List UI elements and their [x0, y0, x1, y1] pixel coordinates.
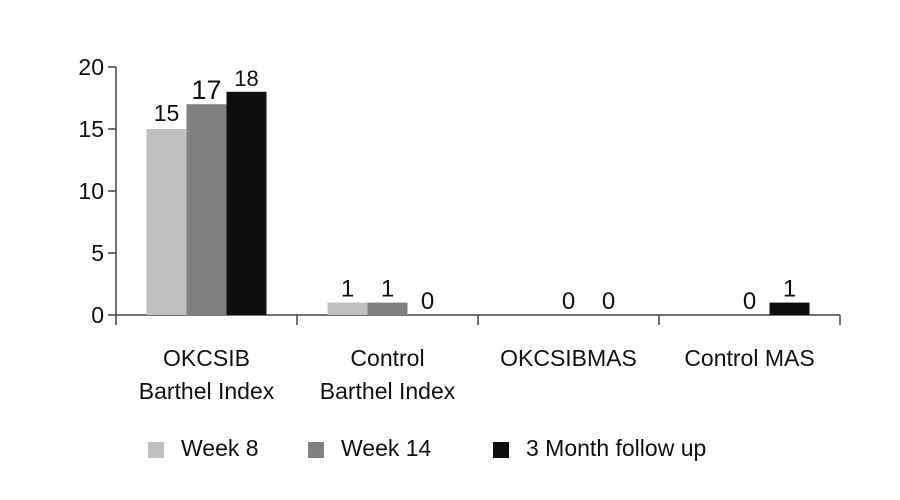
y-tick-label: 15 [78, 116, 104, 142]
legend: Week 8 Week 14 3 Month follow up [148, 435, 706, 461]
data-label: 15 [154, 100, 180, 126]
data-label: 18 [234, 66, 258, 91]
legend-swatch [148, 442, 164, 458]
legend-label: Week 8 [181, 435, 259, 461]
y-tick-label: 10 [78, 178, 104, 204]
category-label: Control Barthel Index [320, 345, 456, 404]
category-label-line: Control [350, 345, 424, 371]
legend-swatch [308, 442, 324, 458]
data-label: 17 [191, 75, 221, 105]
data-label: 0 [562, 288, 575, 315]
y-tick-label: 20 [78, 54, 104, 80]
data-label: 1 [381, 276, 394, 303]
category-label-line: OKCSIBMAS [500, 345, 637, 371]
legend-swatch [493, 442, 509, 458]
data-label: 1 [783, 276, 796, 303]
bar [146, 129, 187, 315]
category-label-line: Barthel Index [139, 378, 275, 404]
data-label: 0 [743, 288, 756, 315]
category-label: Control MAS [684, 345, 814, 371]
data-label: 0 [421, 288, 434, 315]
category-label-line: Barthel Index [320, 378, 456, 404]
category-label: OKCSIBMAS [500, 345, 637, 371]
data-label: 0 [602, 288, 615, 315]
bar [769, 302, 810, 315]
bar [327, 302, 368, 315]
category-label-line: Control MAS [684, 345, 814, 371]
y-tick-label: 0 [91, 302, 104, 328]
category-label-line: OKCSIB [163, 345, 250, 371]
bars [146, 91, 810, 315]
bar [226, 91, 267, 315]
legend-label: 3 Month follow up [526, 435, 706, 461]
bar [367, 302, 408, 315]
data-label: 1 [341, 276, 354, 303]
y-tick-label: 5 [91, 240, 104, 266]
bar [186, 104, 227, 315]
category-label: OKCSIB Barthel Index [139, 345, 275, 404]
legend-label: Week 14 [341, 435, 432, 461]
